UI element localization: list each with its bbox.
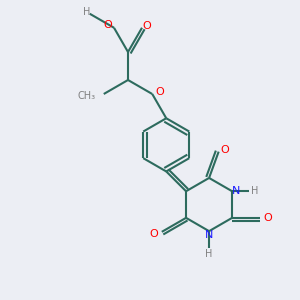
- Text: O: O: [220, 145, 229, 154]
- Text: O: O: [264, 213, 272, 223]
- Text: O: O: [149, 229, 158, 239]
- Text: O: O: [142, 21, 152, 31]
- Text: N: N: [232, 186, 240, 196]
- Text: H: H: [251, 186, 259, 196]
- Text: O: O: [103, 20, 112, 30]
- Text: CH₃: CH₃: [78, 91, 96, 101]
- Text: H: H: [83, 7, 90, 17]
- Text: H: H: [206, 249, 213, 259]
- Text: N: N: [205, 230, 213, 240]
- Text: O: O: [156, 87, 165, 97]
